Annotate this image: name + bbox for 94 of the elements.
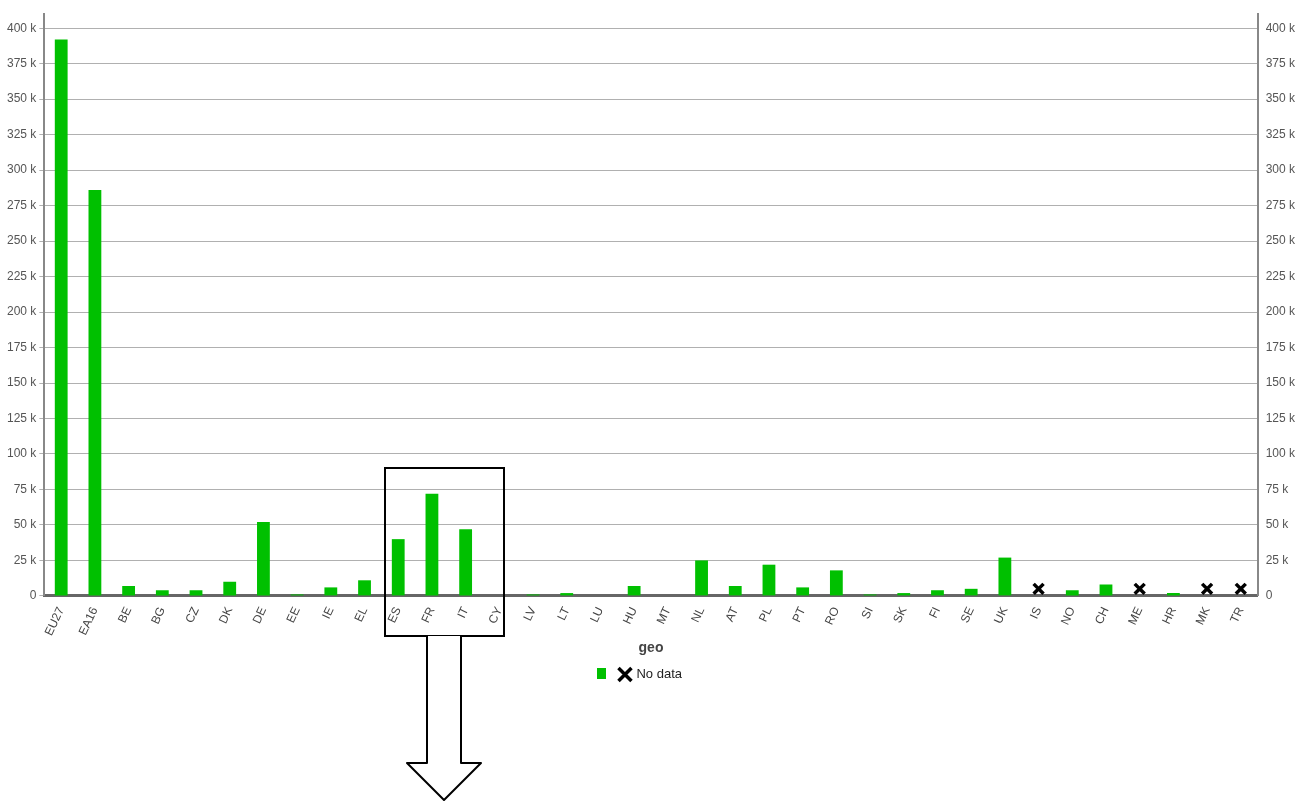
y2-tick-label: 300 k	[1265, 162, 1296, 177]
y-tick-label: 25 k	[13, 552, 38, 567]
bar	[189, 590, 203, 596]
bar	[223, 581, 237, 596]
x-tick-label: CY	[485, 604, 506, 626]
bar	[324, 587, 338, 596]
x-tick-label: MT	[653, 604, 674, 627]
x-tick-label: AT	[722, 604, 742, 624]
y2-tick-label: 275 k	[1265, 197, 1296, 212]
x-tick-label: CZ	[182, 604, 202, 626]
x-tick-label: EL	[351, 604, 371, 624]
x-tick-label: IT	[454, 604, 472, 621]
bar	[829, 570, 843, 596]
bar	[358, 580, 371, 596]
x-tick-label: ES	[384, 604, 404, 626]
x-tick-label: UK	[990, 604, 1011, 626]
x-tick-label: NO	[1057, 604, 1078, 627]
x-tick-label: FR	[418, 604, 438, 626]
y-tick-label: 400 k	[7, 20, 38, 35]
y-tick-label: 325 k	[7, 126, 38, 141]
x-tick-label: MK	[1192, 604, 1213, 627]
x-tick-label: SE	[957, 604, 977, 626]
y-tick-label: 150 k	[7, 375, 38, 390]
y2-tick-label: 75 k	[1265, 481, 1290, 496]
bar	[695, 560, 708, 596]
y2-tick-label: 350 k	[1265, 91, 1296, 106]
x-tick-label: DE	[249, 604, 270, 626]
x-tick-label: LV	[520, 604, 539, 624]
y2-tick-label: 50 k	[1265, 517, 1290, 532]
y2-tick-label: 200 k	[1265, 304, 1296, 319]
x-tick-label: IE	[319, 604, 337, 621]
y-tick-label: 175 k	[7, 339, 38, 354]
bar	[459, 529, 473, 596]
x-tick-label: TR	[1227, 604, 1247, 626]
y-tick-label: 250 k	[7, 233, 38, 248]
legend-label: No data	[636, 666, 683, 682]
x-tick-label: FI	[925, 604, 944, 621]
x-tick-label: HU	[619, 604, 640, 627]
x-tick-label: CH	[1091, 604, 1112, 627]
y2-tick-label: 25 k	[1265, 552, 1290, 567]
x-tick-label: ME	[1125, 604, 1146, 627]
x-tick-label: NL	[688, 604, 708, 625]
bar	[122, 585, 136, 596]
x-tick-label: EU27	[41, 604, 68, 638]
y-tick-label: 275 k	[7, 197, 38, 212]
bar	[1065, 590, 1079, 596]
y-tick-label: 75 k	[13, 481, 38, 496]
legend-title: geo	[638, 639, 664, 656]
x-tick-label: LT	[554, 604, 573, 623]
bar	[391, 539, 405, 596]
y-tick-label: 50 k	[13, 517, 38, 532]
bar	[54, 39, 68, 596]
x-tick-label: BG	[148, 604, 169, 627]
y2-tick-label: 175 k	[1265, 339, 1296, 354]
x-tick-label: LU	[586, 604, 607, 625]
x-tick-label: HR	[1159, 604, 1180, 627]
y2-tick-label: 375 k	[1265, 55, 1296, 70]
bar	[931, 590, 944, 596]
y-tick-label: 100 k	[7, 446, 38, 461]
bar	[762, 564, 776, 596]
x-tick-label: SI	[858, 604, 876, 621]
x-tick-label: PT	[789, 604, 809, 625]
y2-tick-label: 100 k	[1265, 446, 1296, 461]
x-tick-label: IS	[1026, 604, 1045, 621]
y2-tick-label: 225 k	[1265, 268, 1296, 283]
y2-tick-label: 150 k	[1265, 375, 1296, 390]
bar	[728, 585, 742, 596]
bar	[964, 588, 978, 596]
y-tick-label: 350 k	[7, 91, 38, 106]
y2-tick-label: 400 k	[1265, 20, 1296, 35]
y-tick-label: 0	[29, 588, 37, 603]
bar	[998, 557, 1012, 596]
x-tick-label: PL	[755, 604, 775, 624]
x-tick-label: BE	[114, 604, 135, 626]
x-tick-label: SK	[890, 604, 910, 626]
y2-tick-label: 125 k	[1265, 410, 1296, 425]
x-tick-label: DK	[215, 604, 236, 626]
bar	[257, 522, 270, 596]
y-tick-label: 125 k	[7, 410, 38, 425]
bar	[796, 587, 810, 596]
x-tick-label: EA16	[75, 604, 101, 638]
bar	[627, 585, 641, 596]
y-tick-label: 200 k	[7, 304, 38, 319]
y2-tick-label: 250 k	[1265, 233, 1296, 248]
y2-tick-label: 325 k	[1265, 126, 1296, 141]
bar	[425, 493, 439, 596]
x-tick-label: RO	[821, 604, 843, 627]
y-tick-label: 375 k	[7, 55, 38, 70]
y-tick-label: 225 k	[7, 268, 38, 283]
x-tick-label: EE	[283, 604, 303, 626]
y2-tick-label: 0	[1265, 588, 1273, 603]
y-tick-label: 300 k	[7, 162, 38, 177]
bar	[155, 590, 169, 596]
bar	[88, 189, 102, 596]
